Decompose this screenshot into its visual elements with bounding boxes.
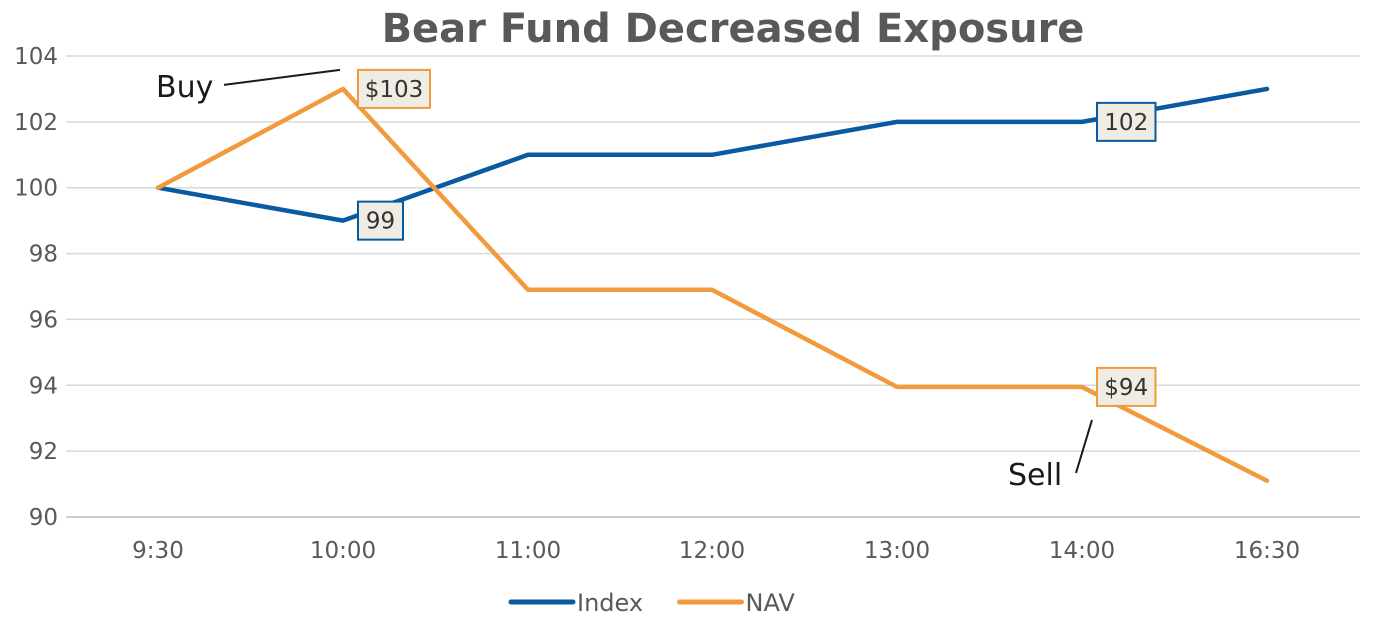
x-tick-label: 13:00 xyxy=(864,538,930,564)
x-tick-label: 10:00 xyxy=(310,538,376,564)
annotation-buy: Buy xyxy=(156,70,213,105)
y-tick-label: 92 xyxy=(29,439,58,465)
data-label: $94 xyxy=(1096,366,1157,407)
data-label: $103 xyxy=(357,68,431,109)
data-label-text: $103 xyxy=(365,77,424,103)
y-tick-label: 94 xyxy=(29,373,58,399)
annotation-sell: Sell xyxy=(1008,458,1062,493)
data-label-box xyxy=(357,200,404,241)
series-line-index xyxy=(155,86,1270,223)
data-label: 102 xyxy=(1096,101,1157,142)
series-line-nav xyxy=(155,86,1270,484)
x-tick-label: 9:30 xyxy=(132,538,184,564)
data-labels: $103 99 102 $94 xyxy=(357,68,1157,407)
y-axis-ticks: 90 92 94 96 98 100 102 104 xyxy=(14,44,58,531)
data-label-box xyxy=(357,68,431,109)
y-tick-label: 100 xyxy=(14,176,58,202)
x-tick-label: 14:00 xyxy=(1049,538,1115,564)
y-tick-label: 90 xyxy=(29,505,58,531)
data-label-box xyxy=(1096,101,1157,142)
y-tick-label: 98 xyxy=(29,242,58,268)
data-label-text: 99 xyxy=(366,209,395,235)
data-label: 99 xyxy=(357,200,404,241)
data-label-text: $94 xyxy=(1104,375,1148,401)
y-tick-label: 102 xyxy=(14,110,58,136)
data-label-text: 102 xyxy=(1104,110,1148,136)
series-lines xyxy=(155,86,1270,484)
gridlines xyxy=(66,55,1360,518)
chart-title: Bear Fund Decreased Exposure xyxy=(382,6,1085,52)
x-tick-label: 16:30 xyxy=(1234,538,1300,564)
x-axis-ticks: 9:30 10:00 11:00 12:00 13:00 14:00 16:30 xyxy=(132,538,1300,564)
legend-label-index: Index xyxy=(577,589,643,617)
annotation-leader-line xyxy=(1075,419,1093,474)
annotations: Buy Sell xyxy=(156,68,1093,493)
y-tick-label: 96 xyxy=(29,307,58,333)
y-tick-label: 104 xyxy=(14,44,58,70)
legend-label-nav: NAV xyxy=(746,589,796,617)
x-tick-label: 11:00 xyxy=(495,538,561,564)
data-label-box xyxy=(1096,366,1157,407)
legend: Index NAV xyxy=(508,589,796,617)
x-tick-label: 12:00 xyxy=(679,538,745,564)
annotation-leader-line xyxy=(223,68,341,86)
